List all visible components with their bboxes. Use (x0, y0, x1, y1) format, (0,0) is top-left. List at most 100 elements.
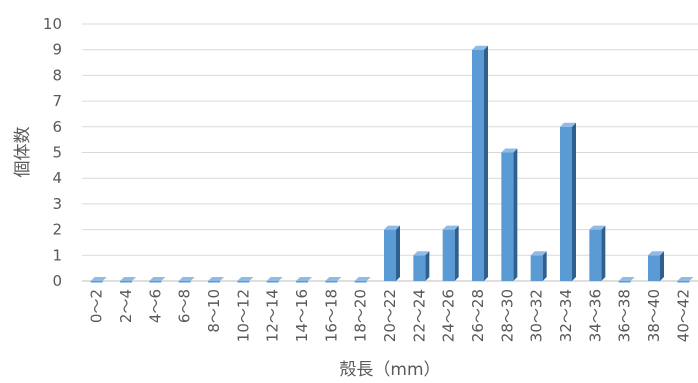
x-tick-label: 18～20 (352, 289, 370, 342)
x-tick-label: 34～36 (586, 289, 604, 342)
y-tick-label: 1 (52, 246, 62, 264)
x-tick-label: 2～4 (117, 289, 135, 323)
bar-front (208, 281, 220, 283)
x-tick-label: 40～42 (674, 289, 692, 342)
bar-top (589, 225, 606, 230)
bar-front (384, 229, 396, 281)
bar-front (354, 281, 367, 283)
y-tick-label: 6 (52, 118, 62, 136)
bar-front (178, 281, 191, 283)
bar-side (572, 122, 576, 281)
bar-front (90, 281, 103, 283)
bar-side (513, 148, 518, 281)
bar-side (425, 251, 430, 281)
bar-front (237, 281, 250, 283)
bar-26～28 (472, 45, 488, 282)
x-tick-label: 6～8 (176, 289, 194, 323)
bar-side (454, 225, 459, 281)
bar-top (237, 277, 254, 281)
bar-front (589, 229, 602, 281)
bar-14～16 (296, 277, 312, 283)
bar-front (618, 281, 631, 283)
bar-front (325, 281, 338, 283)
bar-18～20 (354, 277, 371, 283)
bar-top (530, 251, 547, 256)
bar-front (120, 281, 132, 283)
bar-front (560, 126, 572, 281)
bar-top (208, 277, 224, 281)
bar-front (530, 255, 543, 281)
bar-16～18 (325, 277, 342, 283)
bar-side (660, 251, 664, 281)
y-tick-label: 7 (52, 92, 62, 110)
x-tick-label: 32～34 (557, 289, 575, 342)
bar-front (648, 255, 660, 281)
bar-top (472, 45, 488, 50)
bar-4～6 (149, 277, 166, 283)
bar-side (484, 45, 488, 282)
bar-top (501, 148, 518, 153)
bars (90, 45, 694, 283)
y-tick-label: 3 (52, 195, 62, 213)
bar-22～24 (413, 251, 430, 281)
gridlines (82, 23, 698, 282)
bar-32～34 (560, 122, 576, 281)
bar-side (601, 225, 606, 281)
x-tick-label: 26～28 (469, 289, 487, 342)
y-axis-tick-labels: 0 1 2 3 4 5 6 7 8 9 10 (43, 15, 62, 290)
x-tick-label: 12～14 (264, 289, 282, 342)
x-tick-label: 28～30 (498, 289, 516, 342)
bar-top (413, 251, 430, 256)
y-tick-label: 4 (52, 169, 62, 187)
bar-8～10 (208, 277, 224, 283)
y-axis-title: 個体数 (13, 127, 33, 178)
bar-top (648, 251, 664, 256)
y-tick-label: 8 (52, 66, 62, 84)
bar-front (442, 229, 455, 281)
bar-top (325, 277, 342, 281)
bar-40～42 (677, 277, 694, 283)
bar-top (618, 277, 635, 281)
x-tick-label: 38～40 (645, 289, 663, 342)
x-axis-tick-labels: 0～2 2～4 4～6 6～8 8～10 10～12 12～14 14～16 16～18 18～2… (88, 289, 693, 342)
bar-2～4 (120, 277, 136, 283)
bar-front (472, 49, 484, 282)
y-tick-label: 5 (52, 144, 62, 162)
bar-top (178, 277, 195, 281)
bar-28～30 (501, 148, 518, 281)
bar-top (296, 277, 312, 281)
bar-front (413, 255, 426, 281)
bar-top (354, 277, 371, 281)
x-tick-label: 10～12 (234, 289, 252, 342)
x-tick-label: 20～22 (381, 289, 399, 342)
bar-front (266, 281, 279, 283)
x-tick-label: 36～38 (616, 289, 634, 342)
bar-34～36 (589, 225, 606, 281)
x-tick-label: 30～32 (528, 289, 546, 342)
bar-top (149, 277, 166, 281)
x-tick-label: 4～6 (146, 289, 164, 323)
bar-top (560, 122, 576, 127)
bar-24～26 (442, 225, 459, 281)
bar-30～32 (530, 251, 547, 281)
bar-38～40 (648, 251, 664, 281)
bar-front (677, 281, 690, 283)
x-tick-label: 22～24 (410, 289, 428, 342)
bar-top (384, 225, 400, 230)
bar-top (266, 277, 283, 281)
x-axis-title: 殻長（mm） (339, 360, 440, 380)
bar-0～2 (90, 277, 107, 283)
bar-side (396, 225, 400, 281)
bar-6～8 (178, 277, 195, 283)
bar-side (542, 251, 547, 281)
y-tick-label: 0 (52, 272, 62, 290)
y-tick-label: 2 (52, 221, 62, 239)
x-tick-label: 16～18 (322, 289, 340, 342)
bar-12～14 (266, 277, 283, 283)
bar-20～22 (384, 225, 400, 281)
bar-36～38 (618, 277, 635, 283)
y-tick-label: 9 (52, 41, 62, 59)
bar-10～12 (237, 277, 254, 283)
